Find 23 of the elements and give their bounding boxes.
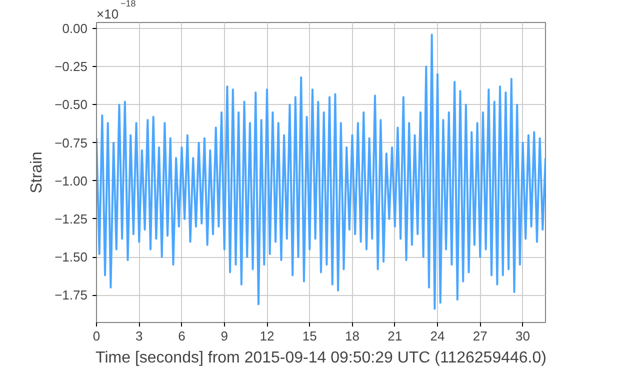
x-axis-title: Time [seconds] from 2015-09-14 09:50:29 UTC (1126259446.0) — [96, 350, 546, 366]
x-tick-label: 18 — [345, 328, 360, 344]
x-tick-label: 27 — [472, 328, 488, 344]
line-series — [96, 34, 546, 310]
y-tick-label: −0.50 — [54, 97, 88, 112]
y-tick-label: −1.75 — [54, 288, 88, 303]
y-tick-label: −0.25 — [54, 59, 88, 74]
x-tick-label: 24 — [430, 328, 445, 344]
x-tick-label: 12 — [260, 328, 274, 344]
y-tick-label: −1.00 — [54, 173, 88, 188]
y-tick-label: 0.00 — [62, 21, 88, 36]
text: ×10−18 — [96, 0, 136, 22]
y-axis-title: Strain — [28, 152, 46, 194]
y-tick-label: −1.50 — [54, 250, 88, 265]
x-tick-label: 9 — [220, 328, 228, 344]
x-tick-label: 15 — [302, 328, 317, 344]
x-tick-label: 3 — [136, 328, 143, 344]
y-tick-label: −0.75 — [54, 135, 88, 150]
x-tick-label: 6 — [178, 328, 186, 344]
x-tick-label: 30 — [516, 328, 530, 344]
y-tick-label: −1.25 — [54, 211, 88, 226]
x-tick-label: 0 — [92, 328, 100, 344]
x-tick-label: 21 — [388, 328, 402, 344]
